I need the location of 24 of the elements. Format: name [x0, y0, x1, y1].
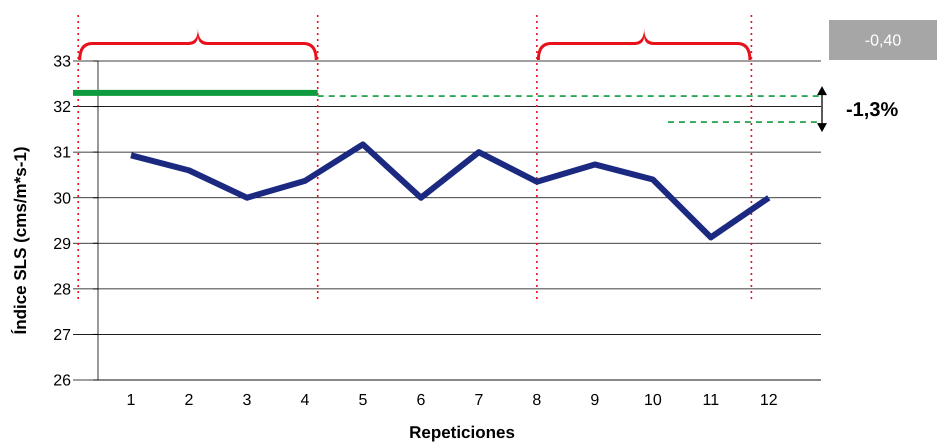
x-tick-label: 7 — [474, 392, 484, 409]
y-tick-label: 30 — [53, 190, 72, 208]
y-axis-title: Índice SLS (cms/m*s-1) — [10, 146, 30, 335]
x-tick-label: 11 — [702, 392, 720, 409]
y-tick-label: 27 — [53, 327, 72, 344]
y-tick-label: 31 — [53, 144, 72, 162]
x-tick-label: 9 — [590, 392, 600, 409]
x-tick-label: 1 — [126, 392, 136, 409]
text: -1,3% — [846, 99, 898, 122]
x-tick-label: 4 — [300, 392, 310, 409]
y-tick-label: 29 — [53, 236, 72, 253]
x-axis-title: Repeticiones — [409, 423, 515, 442]
x-tick-label: 10 — [644, 392, 662, 409]
y-tick-label: 26 — [53, 372, 72, 390]
x-tick-label: 6 — [416, 392, 426, 409]
x-tick-label: 12 — [760, 392, 778, 409]
x-tick-label: 8 — [532, 392, 542, 409]
text: -0,40 — [864, 32, 902, 50]
x-tick-label: 5 — [358, 392, 368, 409]
x-tick-label: 2 — [184, 392, 194, 409]
y-tick-label: 32 — [53, 99, 72, 116]
y-tick-label: 33 — [53, 54, 72, 71]
x-tick-label: 3 — [242, 392, 252, 409]
y-tick-label: 28 — [53, 281, 72, 298]
